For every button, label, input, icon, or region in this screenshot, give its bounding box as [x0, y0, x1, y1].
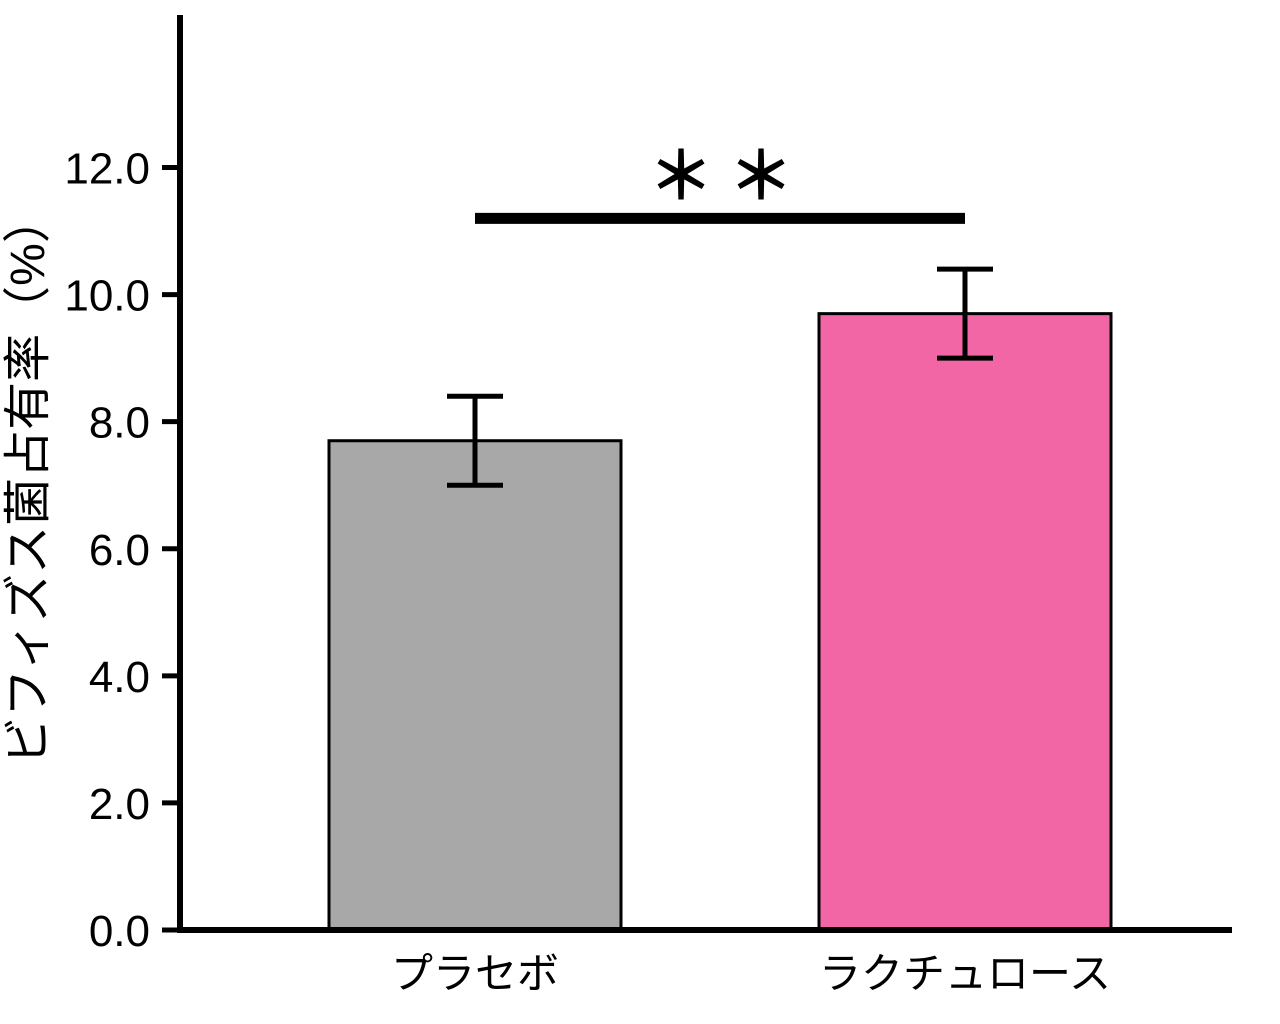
bar-0 [327, 439, 623, 932]
y-tick-label: 10.0 [64, 272, 150, 321]
x-category-label-0: プラセボ [391, 950, 559, 997]
y-axis-title: ビフィズス菌占有率（%） [2, 195, 55, 765]
significance-label: ＊＊ [649, 140, 809, 212]
y-tick-label: 2.0 [89, 780, 150, 829]
y-tick-label: 6.0 [89, 526, 150, 575]
y-tick-label: 4.0 [89, 653, 150, 702]
y-tick-label: 8.0 [89, 399, 150, 448]
y-tick-label: 0.0 [89, 907, 150, 956]
x-category-label-1: ラクチュロース [819, 950, 1111, 997]
bar-1 [817, 312, 1113, 932]
y-tick-label: 12.0 [64, 145, 150, 194]
